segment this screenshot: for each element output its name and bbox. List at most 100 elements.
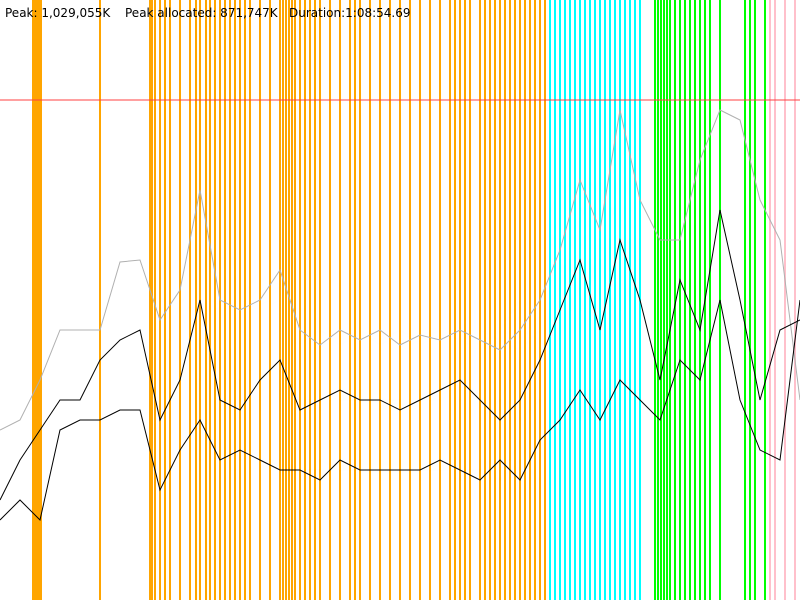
event-band: [614, 0, 616, 600]
memory-line: [0, 209, 800, 501]
bands: [32, 0, 796, 600]
event-band: [239, 0, 241, 600]
event-band: [569, 0, 571, 600]
event-band: [32, 0, 34, 600]
event-band: [269, 0, 271, 600]
event-band: [282, 0, 284, 600]
memory-line: [0, 299, 800, 521]
event-band: [304, 0, 306, 600]
event-band: [349, 0, 351, 600]
event-band: [559, 0, 561, 600]
event-band: [409, 0, 411, 600]
event-band: [459, 0, 461, 600]
event-band: [660, 0, 662, 600]
event-band: [40, 0, 42, 600]
event-band: [564, 0, 566, 600]
event-band: [244, 0, 246, 600]
event-band: [784, 0, 786, 600]
event-band: [449, 0, 451, 600]
event-band: [624, 0, 626, 600]
event-band: [189, 0, 191, 600]
event-band: [234, 0, 236, 600]
event-band: [151, 0, 153, 600]
event-band: [339, 0, 341, 600]
event-band: [794, 0, 796, 600]
event-band: [429, 0, 431, 600]
event-band: [464, 0, 466, 600]
event-band: [439, 0, 441, 600]
event-band: [169, 0, 171, 600]
event-band: [609, 0, 611, 600]
event-band: [419, 0, 421, 600]
event-band: [529, 0, 531, 600]
event-band: [504, 0, 506, 600]
event-band: [299, 0, 301, 600]
event-band: [454, 0, 456, 600]
event-band: [519, 0, 521, 600]
lines: [0, 99, 800, 521]
event-band: [769, 0, 771, 600]
event-band: [209, 0, 211, 600]
event-band: [484, 0, 486, 600]
event-band: [604, 0, 606, 600]
event-band: [179, 0, 181, 600]
event-band: [674, 0, 676, 600]
event-band: [509, 0, 511, 600]
event-band: [399, 0, 401, 600]
event-band: [494, 0, 496, 600]
event-band: [499, 0, 501, 600]
event-band: [774, 0, 776, 600]
event-band: [657, 0, 659, 600]
event-band: [689, 0, 691, 600]
event-band: [574, 0, 576, 600]
event-band: [288, 0, 290, 600]
event-band: [479, 0, 481, 600]
event-band: [709, 0, 711, 600]
event-band: [599, 0, 601, 600]
event-band: [291, 0, 293, 600]
event-band: [229, 0, 231, 600]
event-band: [514, 0, 516, 600]
event-band: [534, 0, 536, 600]
event-band: [579, 0, 581, 600]
event-band: [629, 0, 631, 600]
event-band: [634, 0, 636, 600]
event-band: [654, 0, 656, 600]
event-band: [389, 0, 391, 600]
event-band: [764, 0, 766, 600]
event-band: [666, 0, 668, 600]
event-band: [36, 0, 38, 600]
event-band: [694, 0, 696, 600]
event-band: [205, 0, 207, 600]
event-band: [699, 0, 701, 600]
event-band: [309, 0, 311, 600]
event-band: [329, 0, 331, 600]
event-band: [584, 0, 586, 600]
event-band: [34, 0, 36, 600]
event-band: [589, 0, 591, 600]
event-band: [744, 0, 746, 600]
peak-allocated-label: Peak allocated: 871,747K: [125, 6, 279, 20]
event-band: [99, 0, 101, 600]
peak-label: Peak: 1,029,055K: [5, 6, 111, 20]
event-band: [754, 0, 756, 600]
event-band: [379, 0, 381, 600]
event-band: [524, 0, 526, 600]
event-band: [684, 0, 686, 600]
event-band: [279, 0, 281, 600]
memory-line: [0, 109, 800, 431]
event-band: [214, 0, 216, 600]
duration-label: Duration:1:08:54.69: [289, 6, 411, 20]
event-band: [319, 0, 321, 600]
event-band: [749, 0, 751, 600]
event-band: [679, 0, 681, 600]
event-band: [249, 0, 251, 600]
event-band: [594, 0, 596, 600]
event-band: [619, 0, 621, 600]
event-band: [195, 0, 197, 600]
event-band: [663, 0, 665, 600]
event-band: [669, 0, 671, 600]
event-band: [285, 0, 287, 600]
event-band: [294, 0, 296, 600]
